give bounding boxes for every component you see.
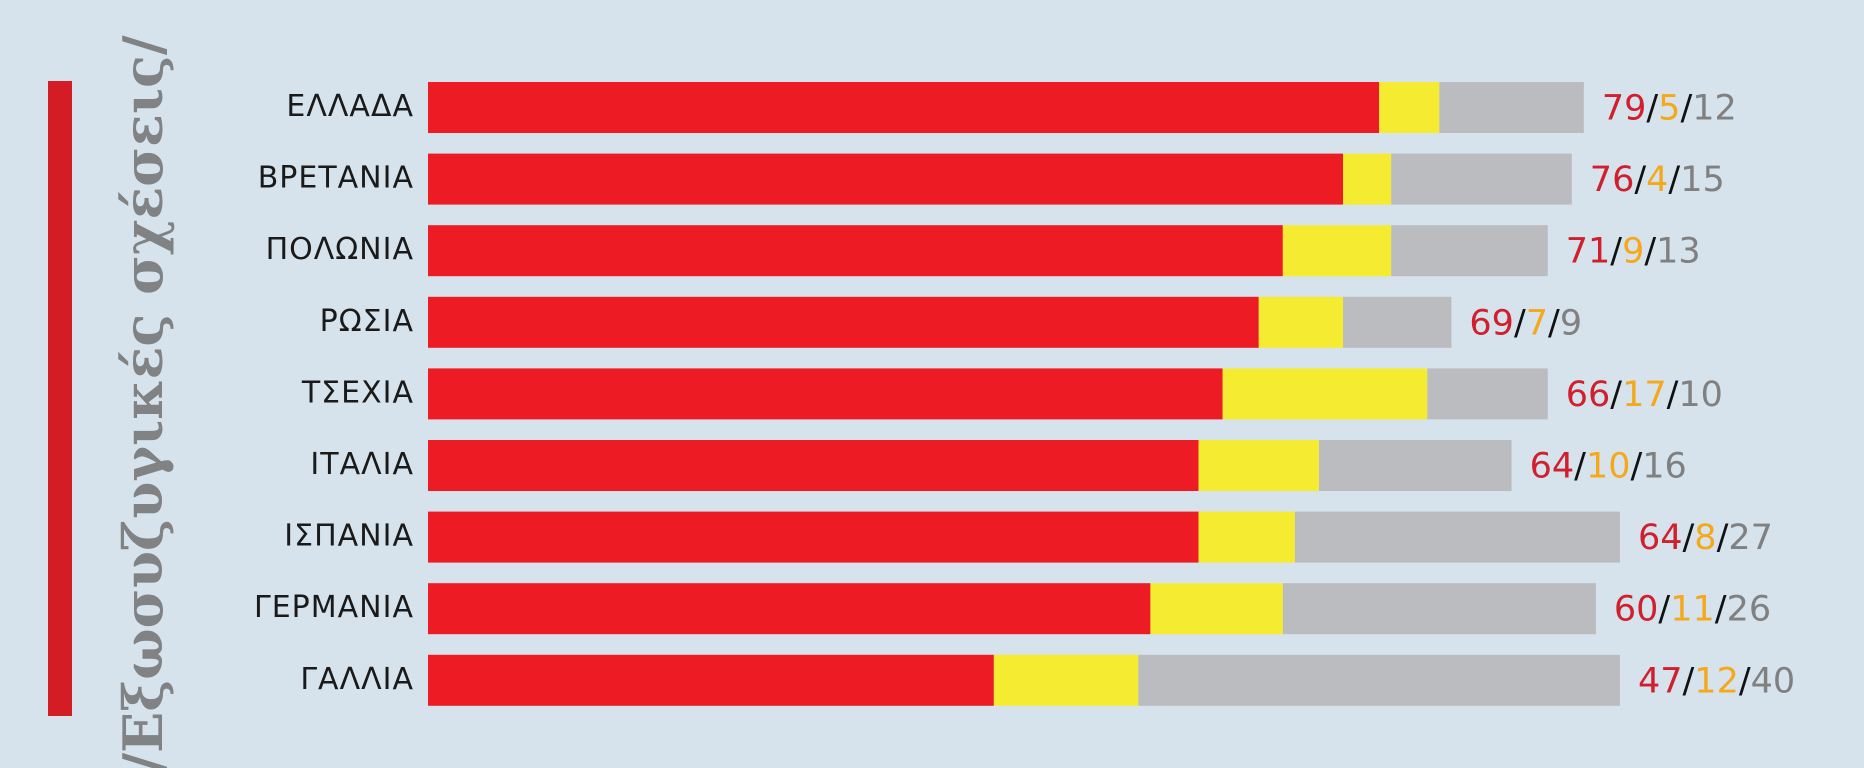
bar-segment bbox=[1198, 440, 1319, 491]
category-label: ΕΛΛΑΔΑ bbox=[286, 89, 414, 124]
label-separator: / bbox=[1683, 661, 1695, 701]
label-separator: / bbox=[1739, 661, 1751, 701]
value: 69 bbox=[1469, 303, 1514, 343]
value-label: 66/17/10 bbox=[1566, 375, 1723, 415]
bar-segment bbox=[428, 583, 1151, 635]
label-separator: / bbox=[1667, 375, 1679, 415]
label-separator: / bbox=[1630, 447, 1642, 487]
value: 10 bbox=[1678, 375, 1723, 415]
value: 7 bbox=[1526, 303, 1548, 343]
bar-segment bbox=[1343, 153, 1392, 205]
bar-segment bbox=[1282, 583, 1596, 635]
bar-segment bbox=[1391, 225, 1548, 277]
bar-segment bbox=[1138, 654, 1620, 706]
value-label: 76/4/15 bbox=[1590, 160, 1725, 200]
value: 13 bbox=[1656, 232, 1701, 272]
bar-segment bbox=[428, 511, 1199, 563]
bar-segment bbox=[428, 296, 1259, 348]
bar-segment bbox=[428, 368, 1223, 420]
label-separator: / bbox=[1646, 89, 1658, 129]
value: 4 bbox=[1646, 160, 1668, 200]
value-label: 64/10/16 bbox=[1530, 447, 1687, 487]
value-label: 71/9/13 bbox=[1566, 232, 1701, 272]
bar-segment bbox=[1427, 368, 1548, 420]
value: 15 bbox=[1680, 160, 1725, 200]
bar-segment bbox=[428, 82, 1380, 133]
bar-segment bbox=[1343, 296, 1452, 348]
label-separator: / bbox=[1634, 160, 1646, 200]
value: 16 bbox=[1642, 447, 1687, 487]
value: 47 bbox=[1638, 661, 1683, 701]
value: 66 bbox=[1566, 375, 1611, 415]
label-separator: / bbox=[1514, 303, 1526, 343]
category-label: ΤΣΕΧΙΑ bbox=[301, 375, 414, 410]
value: 17 bbox=[1622, 375, 1667, 415]
value: 60 bbox=[1614, 590, 1659, 630]
category-label: ΓΕΡΜΑΝΙΑ bbox=[254, 590, 414, 625]
value: 12 bbox=[1692, 89, 1737, 129]
value-label: 60/11/26 bbox=[1614, 590, 1771, 630]
value: 40 bbox=[1751, 661, 1796, 701]
category-label: ΠΟΛΩΝΙΑ bbox=[266, 232, 414, 267]
bar-segment bbox=[1282, 225, 1392, 277]
accent-bar bbox=[48, 81, 72, 716]
label-separator: / bbox=[1658, 590, 1670, 630]
bar-segment bbox=[1258, 296, 1344, 348]
bar-segment bbox=[1222, 368, 1428, 420]
value: 64 bbox=[1530, 447, 1575, 487]
label-separator: / bbox=[1644, 232, 1656, 272]
bar-segment bbox=[1379, 82, 1440, 133]
value: 26 bbox=[1727, 590, 1772, 630]
label-separator: / bbox=[1715, 590, 1727, 630]
bar-segment bbox=[428, 225, 1283, 277]
category-label: ΒΡΕΤΑΝΙΑ bbox=[258, 161, 414, 196]
value: 10 bbox=[1586, 447, 1631, 487]
label-separator: / bbox=[1610, 375, 1622, 415]
bar-segment bbox=[1318, 440, 1512, 491]
value: 27 bbox=[1728, 518, 1773, 558]
value: 9 bbox=[1622, 232, 1644, 272]
bar-segment bbox=[428, 654, 994, 706]
value: 11 bbox=[1670, 590, 1715, 630]
bar-segment bbox=[1198, 511, 1295, 563]
value: 5 bbox=[1658, 89, 1680, 129]
bar-segment bbox=[1439, 82, 1584, 133]
value-label: 79/5/12 bbox=[1602, 89, 1737, 129]
bar-segment bbox=[428, 153, 1344, 205]
bar-segment bbox=[1391, 153, 1572, 205]
value: 79 bbox=[1602, 89, 1647, 129]
label-separator: / bbox=[1717, 518, 1729, 558]
value: 76 bbox=[1590, 160, 1635, 200]
category-label: ΙΤΑΛΙΑ bbox=[310, 447, 414, 482]
label-separator: / bbox=[1574, 447, 1586, 487]
value-label: 47/12/40 bbox=[1638, 661, 1795, 701]
label-separator: / bbox=[1668, 160, 1680, 200]
label-separator: / bbox=[1683, 518, 1695, 558]
value: 64 bbox=[1638, 518, 1683, 558]
category-label: ΡΩΣΙΑ bbox=[320, 304, 414, 339]
bar-segment bbox=[1294, 511, 1620, 563]
value: 9 bbox=[1560, 303, 1582, 343]
bar-segment bbox=[428, 440, 1199, 491]
value-label: 64/8/27 bbox=[1638, 518, 1773, 558]
label-separator: / bbox=[1548, 303, 1560, 343]
value: 71 bbox=[1566, 232, 1611, 272]
category-label: ΓΑΛΛΙΑ bbox=[300, 662, 414, 697]
label-separator: / bbox=[1680, 89, 1692, 129]
label-separator: / bbox=[1610, 232, 1622, 272]
bar-segment bbox=[1150, 583, 1283, 635]
bar-segment bbox=[993, 654, 1139, 706]
value: 8 bbox=[1694, 518, 1716, 558]
chart-title: /Εξωσυζυγικές σχέσεις/ bbox=[111, 35, 175, 768]
value-label: 69/7/9 bbox=[1469, 303, 1582, 343]
category-label: ΙΣΠΑΝΙΑ bbox=[284, 519, 414, 554]
value: 12 bbox=[1694, 661, 1739, 701]
